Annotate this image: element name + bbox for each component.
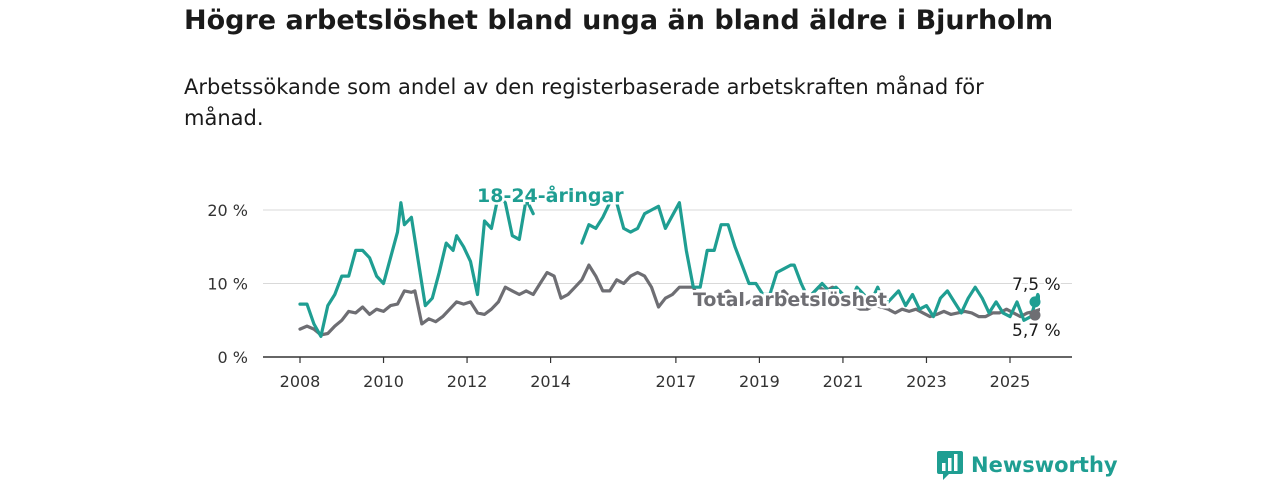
series-line-young <box>580 201 1040 322</box>
x-tick-label: 2012 <box>447 372 488 391</box>
y-tick-label: 0 % <box>218 348 248 367</box>
x-tick-label: 2021 <box>823 372 864 391</box>
end-label-young: 7,5 % <box>1012 275 1061 295</box>
series-label-total: Total arbetslöshet <box>693 289 887 311</box>
x-tick-label: 2017 <box>656 372 697 391</box>
end-dot-total <box>1029 309 1041 321</box>
x-tick-label: 2023 <box>906 372 947 391</box>
y-tick-label: 10 % <box>207 275 248 294</box>
chart-subtitle: Arbetssökande som andel av den registerb… <box>184 75 984 130</box>
end-label-total: 5,7 % <box>1012 321 1061 341</box>
series-line-young <box>298 193 535 338</box>
brand-logo: Newsworthy <box>937 449 1118 481</box>
brand-name: Newsworthy <box>971 453 1118 477</box>
y-tick-label: 20 % <box>207 201 248 220</box>
x-tick-label: 2008 <box>280 372 321 391</box>
series-label-young: 18-24-åringar <box>477 183 624 207</box>
x-tick-label: 2010 <box>363 372 404 391</box>
end-dot-young <box>1029 296 1041 308</box>
x-tick-label: 2025 <box>990 372 1031 391</box>
x-tick-label: 2019 <box>739 372 780 391</box>
newsworthy-chart-bubble-icon <box>937 451 963 480</box>
x-tick-label: 2014 <box>530 372 571 391</box>
chart-title: Högre arbetslöshet bland unga än bland ä… <box>184 5 1054 36</box>
